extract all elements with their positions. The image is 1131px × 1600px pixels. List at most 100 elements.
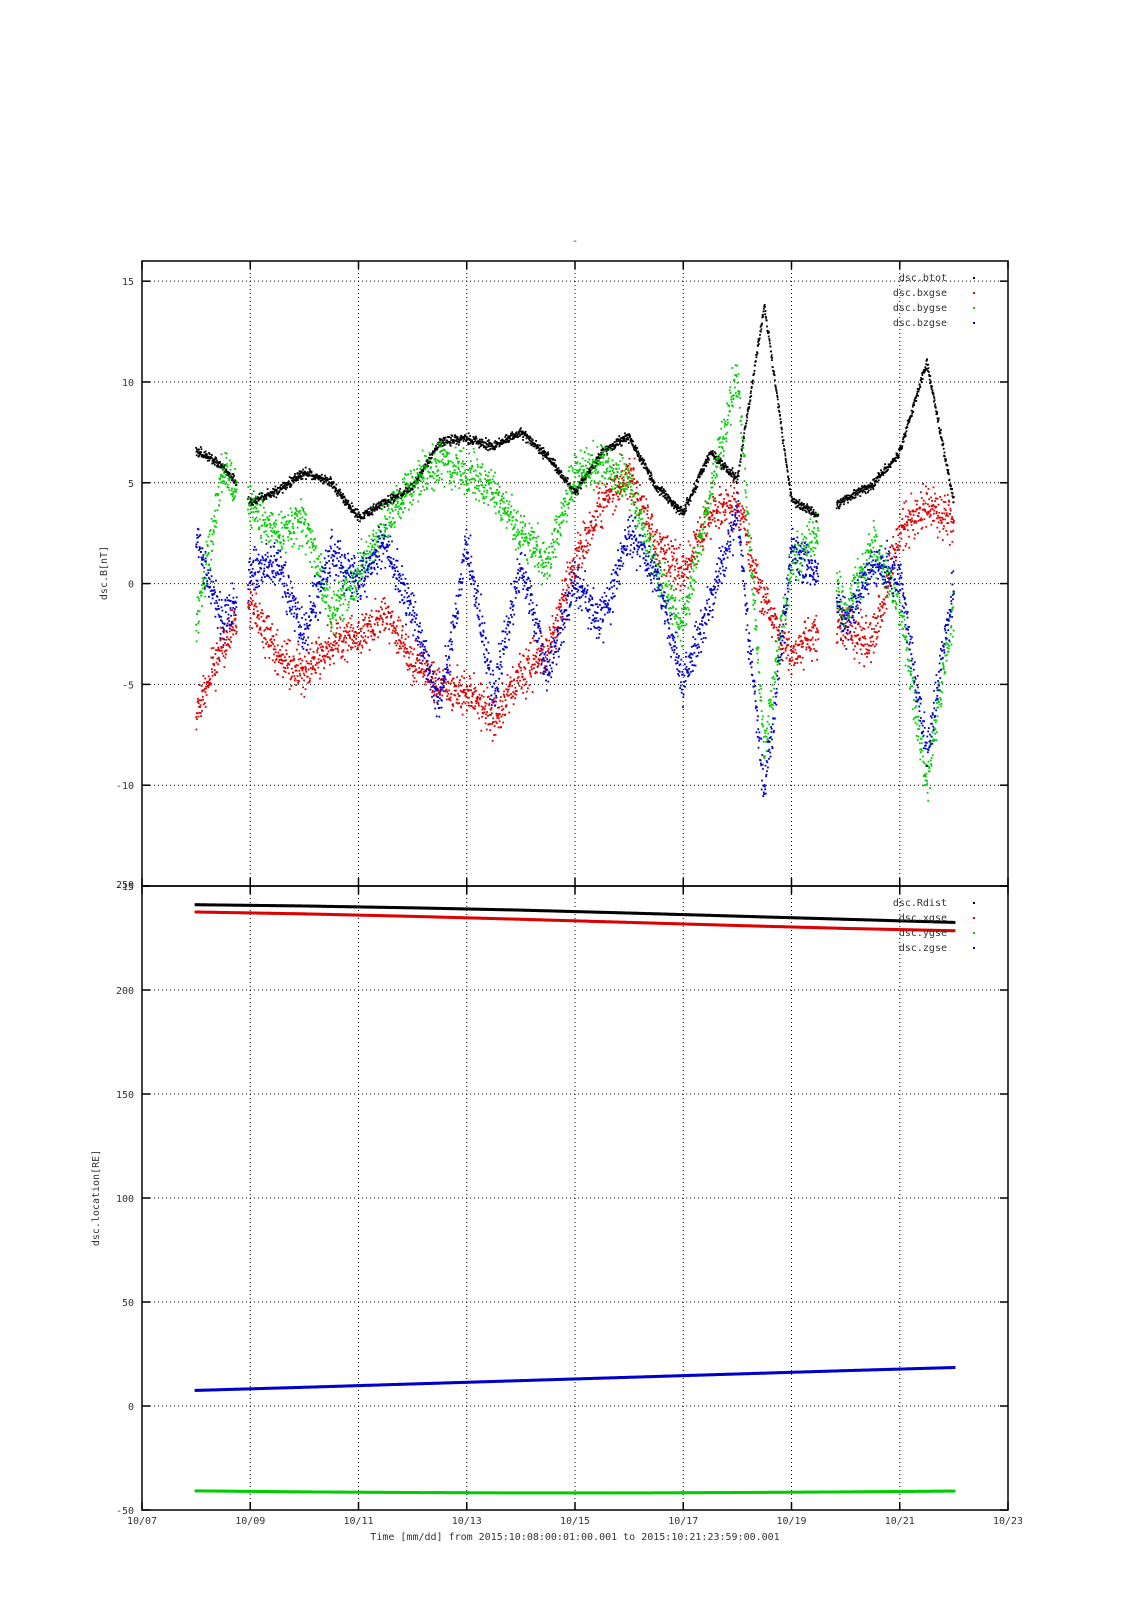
data-point — [699, 541, 702, 544]
data-point — [774, 385, 777, 388]
data-point — [223, 465, 225, 468]
data-point — [641, 457, 644, 460]
data-point — [532, 657, 535, 660]
data-point — [755, 353, 758, 356]
data-point — [313, 658, 315, 660]
data-point — [613, 509, 616, 512]
data-point — [874, 645, 876, 648]
data-point — [322, 649, 325, 652]
data-point — [940, 519, 942, 522]
data-point — [668, 500, 671, 503]
data-point — [297, 658, 300, 661]
data-point — [272, 643, 274, 645]
data-point — [778, 409, 780, 412]
data-point — [371, 628, 374, 631]
data-point — [750, 554, 752, 557]
data-point — [875, 643, 878, 646]
data-point — [264, 495, 267, 498]
data-point — [431, 691, 434, 694]
data-point — [751, 380, 754, 383]
data-point — [790, 493, 793, 496]
data-point — [546, 454, 549, 456]
data-point — [304, 471, 307, 474]
data-point — [258, 493, 261, 495]
data-point — [258, 602, 261, 605]
data-point — [899, 532, 902, 535]
data-point — [879, 603, 881, 605]
data-point — [587, 526, 590, 529]
data-point — [493, 734, 495, 736]
data-point — [927, 510, 930, 513]
data-point — [489, 447, 492, 450]
data-point — [575, 547, 578, 550]
data-point — [738, 526, 740, 529]
data-point — [530, 675, 532, 678]
data-point — [599, 503, 601, 506]
data-point — [329, 478, 331, 480]
data-point — [206, 459, 209, 462]
data-point — [269, 491, 272, 494]
data-point — [771, 621, 774, 624]
data-point — [474, 705, 476, 708]
data-point — [554, 626, 556, 629]
data-point — [872, 616, 874, 618]
data-point — [755, 564, 758, 567]
data-point — [372, 506, 375, 509]
data-point — [929, 375, 932, 377]
data-point — [743, 427, 746, 430]
data-point — [843, 617, 846, 620]
data-point — [749, 566, 752, 569]
data-point — [685, 509, 688, 512]
data-point — [784, 647, 787, 650]
data-point — [660, 575, 663, 578]
data-point — [390, 616, 392, 619]
data-point — [710, 450, 713, 453]
data-point — [304, 665, 307, 668]
data-point — [930, 523, 933, 526]
data-point — [662, 548, 665, 550]
data-point — [534, 670, 537, 673]
data-point — [349, 505, 351, 507]
data-point — [920, 381, 923, 384]
data-point — [909, 511, 911, 513]
data-point — [560, 605, 563, 608]
data-point — [594, 525, 596, 528]
data-point — [684, 563, 687, 566]
data-point — [380, 502, 383, 505]
data-point — [403, 647, 406, 650]
data-point — [740, 454, 742, 456]
data-point — [693, 488, 696, 491]
data-point — [842, 634, 845, 637]
data-point — [544, 456, 547, 458]
data-point — [655, 558, 658, 561]
data-point — [725, 502, 728, 505]
data-point — [726, 468, 728, 471]
data-point — [520, 430, 523, 433]
data-point — [341, 655, 344, 658]
data-point — [281, 491, 284, 494]
data-point — [896, 527, 899, 530]
data-point — [473, 672, 475, 675]
data-point — [813, 513, 816, 515]
data-point — [781, 435, 784, 438]
data-point — [678, 546, 680, 549]
data-point — [555, 464, 558, 467]
data-point — [195, 728, 198, 731]
data-point — [592, 529, 595, 532]
data-point — [794, 502, 797, 505]
data-point — [840, 630, 843, 633]
data-point — [911, 415, 913, 417]
data-point — [611, 494, 614, 496]
data-point — [462, 701, 465, 703]
data-point — [890, 570, 893, 573]
data-point — [502, 708, 505, 710]
data-point — [664, 551, 667, 554]
data-point — [467, 701, 470, 704]
data-point — [655, 547, 657, 550]
data-point — [904, 435, 907, 437]
data-point — [764, 315, 767, 318]
data-point — [866, 487, 869, 490]
data-point — [902, 524, 904, 527]
data-point — [864, 622, 867, 624]
data-point — [912, 529, 914, 531]
